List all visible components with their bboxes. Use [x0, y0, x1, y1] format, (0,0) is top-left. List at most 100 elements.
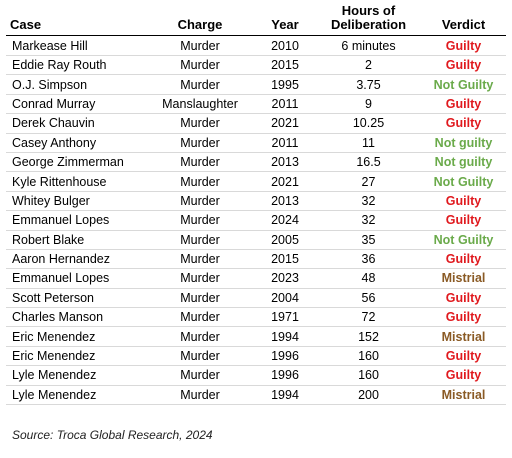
- table-row: Charles Manson Murder 1971 72 Guilty: [6, 307, 506, 328]
- year-cell: 2010: [254, 35, 316, 56]
- year-cell: 1996: [254, 365, 316, 386]
- table-row: Eric Menendez Murder 1994 152 Mistrial: [6, 326, 506, 347]
- hours-cell: 32: [316, 191, 421, 212]
- case-cell: Emmanuel Lopes: [6, 210, 146, 231]
- hours-cell: 56: [316, 288, 421, 309]
- table-header: Case Charge Year Hours of Deliberation V…: [6, 4, 506, 36]
- year-cell: 1994: [254, 385, 316, 406]
- case-cell: Derek Chauvin: [6, 113, 146, 134]
- verdict-cell: Guilty: [421, 55, 506, 76]
- year-cell: 1971: [254, 307, 316, 328]
- verdict-cell: Guilty: [421, 210, 506, 231]
- verdict-cell: Not guilty: [421, 133, 506, 153]
- year-cell: 2021: [254, 113, 316, 134]
- year-cell: 2013: [254, 152, 316, 173]
- hours-cell: 35: [316, 230, 421, 250]
- table-body: Markease Hill Murder 2010 6 minutes Guilty Ed…: [6, 35, 506, 406]
- table-row: George Zimmerman Murder 2013 16.5 Not guilty: [6, 152, 506, 173]
- case-cell: Charles Manson: [6, 307, 146, 328]
- case-cell: O.J. Simpson: [6, 74, 146, 95]
- verdict-cell: Guilty: [421, 346, 506, 367]
- charge-cell: Murder: [146, 210, 254, 231]
- hours-cell: 2: [316, 55, 421, 76]
- table-row: Conrad Murray Manslaughter 2011 9 Guilty: [6, 94, 506, 115]
- hours-cell: 9: [316, 94, 421, 115]
- hours-cell: 27: [316, 171, 421, 192]
- charge-cell: Manslaughter: [146, 94, 254, 115]
- hours-cell: 160: [316, 346, 421, 367]
- table-row: Aaron Hernandez Murder 2015 36 Guilty: [6, 249, 506, 270]
- verdict-cell: Not guilty: [421, 152, 506, 173]
- charge-cell: Murder: [146, 171, 254, 192]
- case-cell: Aaron Hernandez: [6, 249, 146, 270]
- verdict-cell: Not Guilty: [421, 74, 506, 95]
- hours-cell: 200: [316, 385, 421, 406]
- case-cell: Emmanuel Lopes: [6, 268, 146, 289]
- verdict-cell: Guilty: [421, 191, 506, 212]
- hours-cell: 6 minutes: [316, 35, 421, 56]
- verdict-cell: Mistrial: [421, 385, 506, 406]
- table-row: Scott Peterson Murder 2004 56 Guilty: [6, 288, 506, 309]
- header-verdict: Verdict: [421, 4, 506, 36]
- case-cell: Eddie Ray Routh: [6, 55, 146, 76]
- charge-cell: Murder: [146, 113, 254, 134]
- table-row: Casey Anthony Murder 2011 11 Not guilty: [6, 133, 506, 153]
- year-cell: 1996: [254, 346, 316, 367]
- table-row: O.J. Simpson Murder 1995 3.75 Not Guilty: [6, 74, 506, 95]
- table-row: Eddie Ray Routh Murder 2015 2 Guilty: [6, 55, 506, 76]
- table-row: Kyle Rittenhouse Murder 2021 27 Not Guilty: [6, 171, 506, 192]
- charge-cell: Murder: [146, 365, 254, 386]
- year-cell: 2024: [254, 210, 316, 231]
- case-cell: Markease Hill: [6, 35, 146, 56]
- year-cell: 2023: [254, 268, 316, 289]
- verdict-cell: Guilty: [421, 288, 506, 309]
- hours-cell: 160: [316, 365, 421, 386]
- year-cell: 2005: [254, 230, 316, 250]
- table-row: Derek Chauvin Murder 2021 10.25 Guilty: [6, 113, 506, 134]
- hours-cell: 36: [316, 249, 421, 270]
- charge-cell: Murder: [146, 230, 254, 250]
- table-row: Eric Menendez Murder 1996 160 Guilty: [6, 346, 506, 367]
- deliberation-table: Case Charge Year Hours of Deliberation V…: [6, 4, 506, 406]
- year-cell: 2015: [254, 249, 316, 270]
- deliberation-table-container: Case Charge Year Hours of Deliberation V…: [6, 4, 506, 406]
- verdict-cell: Not Guilty: [421, 171, 506, 192]
- header-row: Case Charge Year Hours of Deliberation V…: [6, 4, 506, 36]
- case-cell: Eric Menendez: [6, 326, 146, 347]
- year-cell: 1995: [254, 74, 316, 95]
- case-cell: Eric Menendez: [6, 346, 146, 367]
- header-charge: Charge: [146, 4, 254, 36]
- verdict-cell: Guilty: [421, 94, 506, 115]
- header-hours-of-deliberation: Hours of Deliberation: [316, 4, 421, 36]
- table-row: Whitey Bulger Murder 2013 32 Guilty: [6, 191, 506, 212]
- charge-cell: Murder: [146, 191, 254, 212]
- table-row: Lyle Menendez Murder 1996 160 Guilty: [6, 365, 506, 386]
- verdict-cell: Mistrial: [421, 268, 506, 289]
- charge-cell: Murder: [146, 307, 254, 328]
- case-cell: Lyle Menendez: [6, 365, 146, 386]
- verdict-cell: Mistrial: [421, 326, 506, 347]
- case-cell: Whitey Bulger: [6, 191, 146, 212]
- charge-cell: Murder: [146, 133, 254, 153]
- table-row: Markease Hill Murder 2010 6 minutes Guilty: [6, 35, 506, 56]
- hours-cell: 32: [316, 210, 421, 231]
- charge-cell: Murder: [146, 35, 254, 56]
- verdict-cell: Guilty: [421, 35, 506, 56]
- year-cell: 1994: [254, 326, 316, 347]
- charge-cell: Murder: [146, 249, 254, 270]
- table-row: Emmanuel Lopes Murder 2023 48 Mistrial: [6, 268, 506, 289]
- charge-cell: Murder: [146, 385, 254, 406]
- hours-cell: 10.25: [316, 113, 421, 134]
- hours-cell: 72: [316, 307, 421, 328]
- header-hours-line2: Deliberation: [330, 17, 407, 32]
- header-year: Year: [254, 4, 316, 36]
- hours-cell: 16.5: [316, 152, 421, 173]
- hours-cell: 152: [316, 326, 421, 347]
- charge-cell: Murder: [146, 326, 254, 347]
- verdict-cell: Guilty: [421, 113, 506, 134]
- table-row: Robert Blake Murder 2005 35 Not Guilty: [6, 230, 506, 250]
- charge-cell: Murder: [146, 152, 254, 173]
- hours-cell: 3.75: [316, 74, 421, 95]
- verdict-cell: Guilty: [421, 249, 506, 270]
- charge-cell: Murder: [146, 74, 254, 95]
